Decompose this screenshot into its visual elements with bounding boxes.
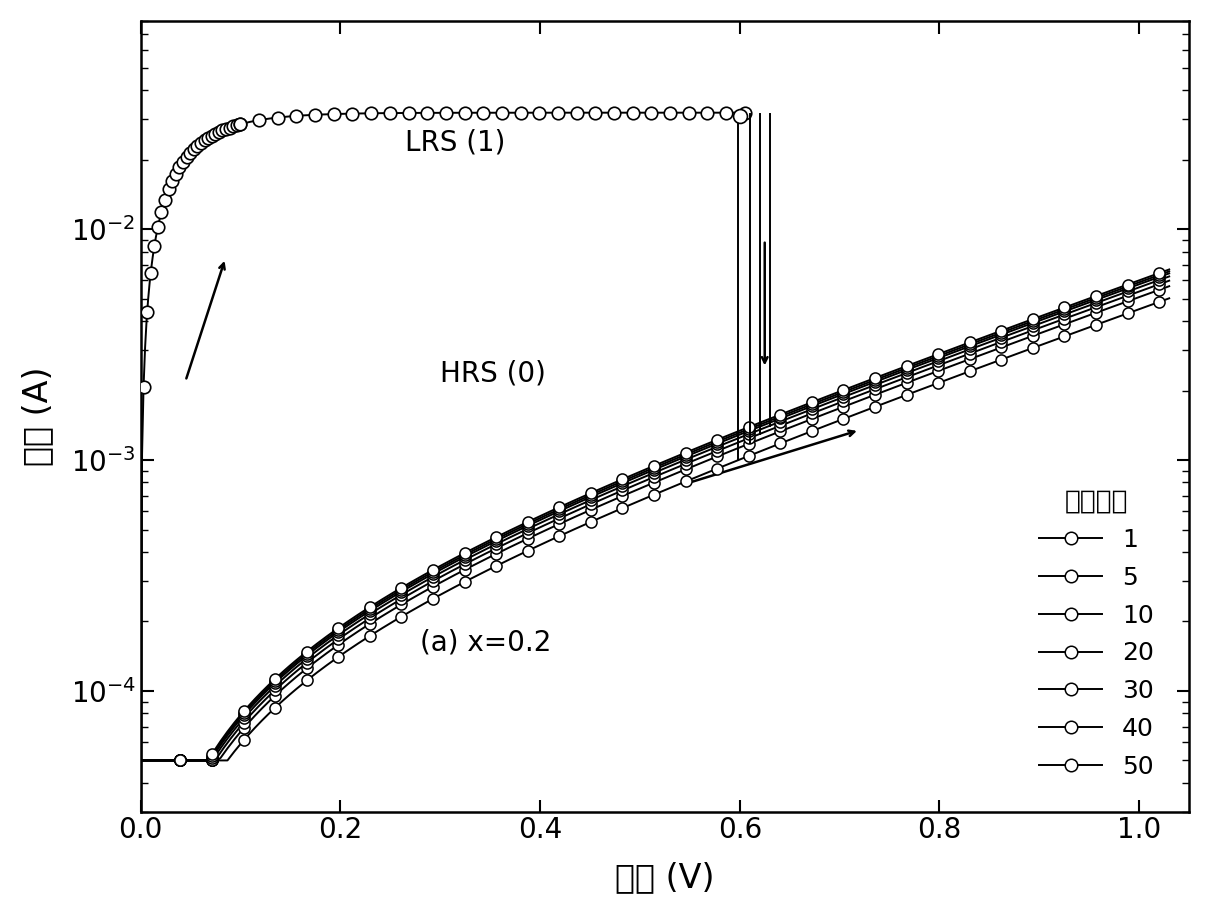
Text: HRS (0): HRS (0)	[440, 359, 546, 387]
X-axis label: 电压 (V): 电压 (V)	[615, 861, 715, 894]
Y-axis label: 电流 (A): 电流 (A)	[21, 367, 53, 466]
Text: (a) x=0.2: (a) x=0.2	[420, 629, 552, 656]
Legend: 1, 5, 10, 20, 30, 40, 50: 1, 5, 10, 20, 30, 40, 50	[1027, 476, 1166, 791]
Text: LRS (1): LRS (1)	[405, 128, 506, 156]
